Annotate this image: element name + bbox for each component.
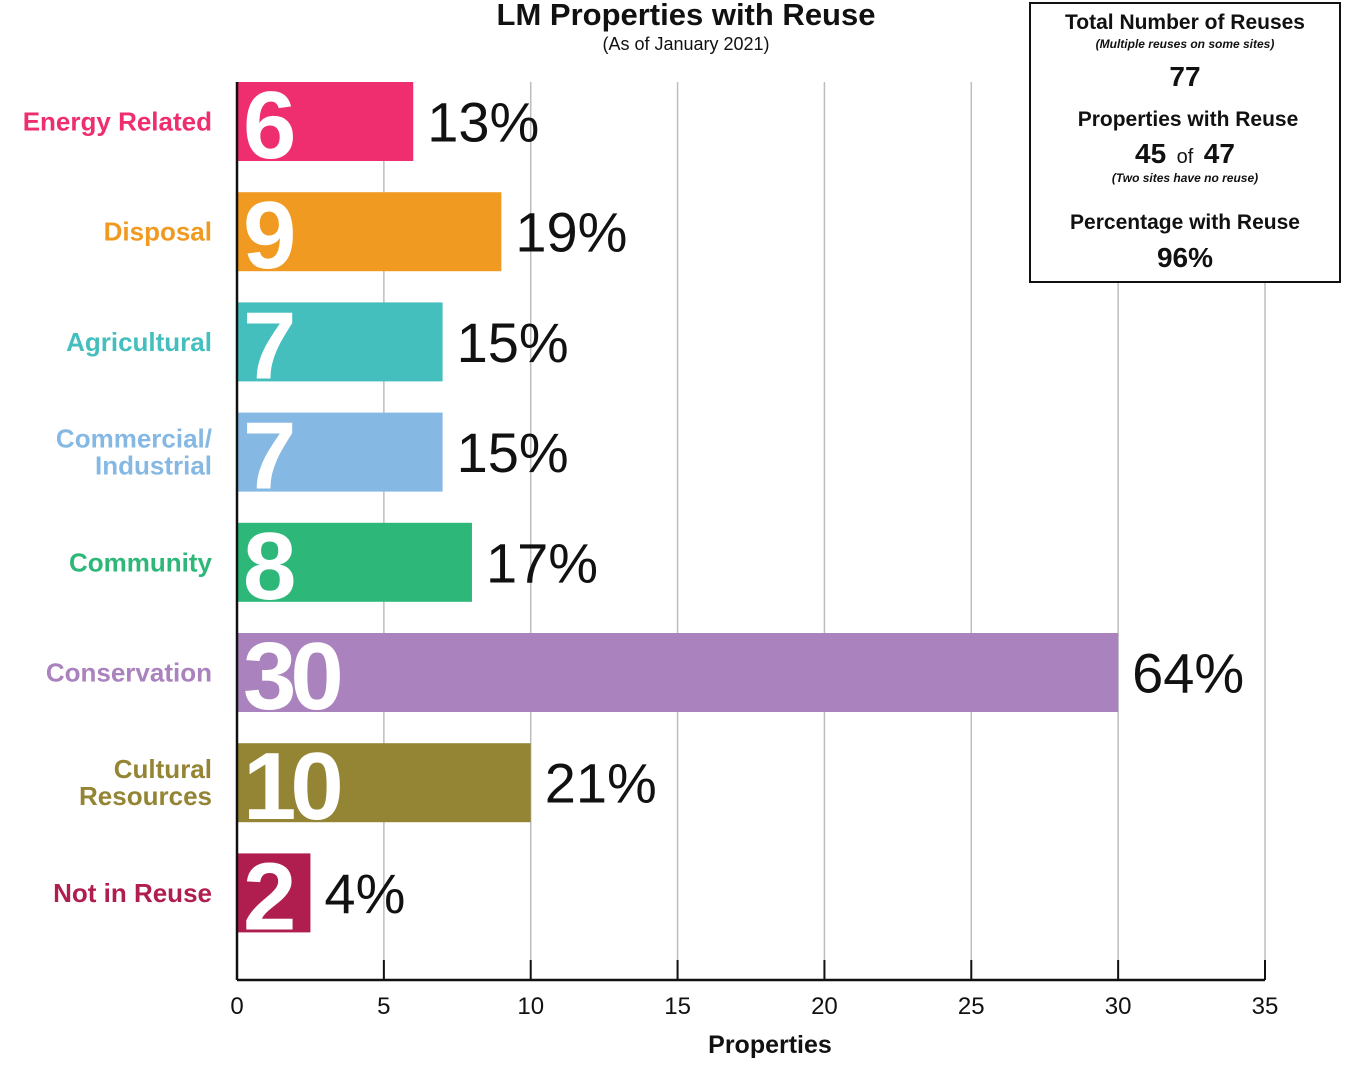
bar-value-label: 30 [243, 623, 340, 730]
bar-percent-label: 19% [515, 201, 627, 264]
axis-layer: 0 5 10 15 20 25 30 35 Energy Related Disposal Agri… [23, 82, 1279, 1020]
chart-title: LM Properties with Reuse [497, 0, 876, 32]
summary-box: Total Number of Reuses (Multiple reuses … [1029, 2, 1341, 283]
category-label: Industrial [95, 451, 212, 481]
properties-reuse-value: 45 of 47 [1135, 138, 1235, 169]
bar-percent-label: 21% [545, 752, 657, 815]
category-label: Energy Related [23, 107, 212, 137]
category-label: Disposal [104, 217, 212, 247]
category-label: Community [69, 547, 213, 577]
bar [237, 82, 414, 161]
bar-value-label: 10 [243, 733, 340, 840]
properties-reuse-total: 47 [1204, 138, 1235, 169]
bar-layer: 6 13% 9 19% 7 15% 7 15% 8 17% 30 64% 10 21% 2 4% [237, 72, 1244, 950]
total-reuses-note: (Multiple reuses on some sites) [1096, 37, 1275, 51]
percentage-reuse-heading: Percentage with Reuse [1070, 211, 1300, 234]
bar [237, 412, 443, 492]
bar-value-label: 7 [243, 403, 293, 510]
properties-reuse-of: of [1177, 146, 1194, 168]
category-label: Conservation [46, 658, 212, 688]
bar [237, 853, 311, 933]
percentage-reuse-value: 96% [1157, 242, 1213, 273]
bar-value-label: 9 [243, 182, 293, 289]
bar [237, 633, 1119, 712]
x-tick-label: 30 [1105, 993, 1132, 1020]
properties-reuse-heading: Properties with Reuse [1078, 108, 1299, 131]
properties-reuse-count: 45 [1135, 138, 1166, 169]
x-tick-label: 10 [517, 993, 544, 1020]
bar-percent-label: 13% [427, 91, 539, 154]
category-label: Resources [79, 781, 212, 811]
bar [237, 302, 443, 382]
bar-percent-label: 15% [457, 311, 569, 374]
summary-box-border [1029, 2, 1341, 283]
x-tick-label: 35 [1252, 993, 1279, 1020]
bar-percent-label: 4% [324, 862, 405, 925]
x-axis-label: Properties [708, 1031, 832, 1059]
bar [237, 522, 472, 602]
x-tick-label: 25 [958, 993, 985, 1020]
bar-value-label: 6 [243, 72, 293, 179]
x-tick-label: 5 [377, 993, 390, 1020]
properties-reuse-note: (Two sites have no reuse) [1112, 171, 1258, 185]
bar-value-label: 8 [243, 513, 294, 620]
category-label: Cultural [114, 754, 212, 784]
x-tick-label: 20 [811, 993, 838, 1020]
bar [237, 192, 502, 272]
category-label: Commercial/ [56, 424, 212, 454]
category-label: Agricultural [66, 327, 212, 357]
chart-subtitle: (As of January 2021) [602, 34, 769, 54]
category-label: Not in Reuse [53, 878, 212, 908]
bar-percent-label: 15% [457, 421, 569, 484]
total-reuses-heading: Total Number of Reuses [1065, 11, 1305, 34]
total-reuses-value: 77 [1169, 61, 1200, 92]
bar-percent-label: 64% [1132, 642, 1244, 705]
x-tick-label: 0 [230, 993, 243, 1020]
bar-value-label: 7 [243, 292, 293, 399]
bar [237, 743, 531, 823]
bar-value-label: 2 [243, 843, 293, 950]
bar-percent-label: 17% [486, 531, 598, 594]
x-tick-label: 15 [664, 993, 691, 1020]
